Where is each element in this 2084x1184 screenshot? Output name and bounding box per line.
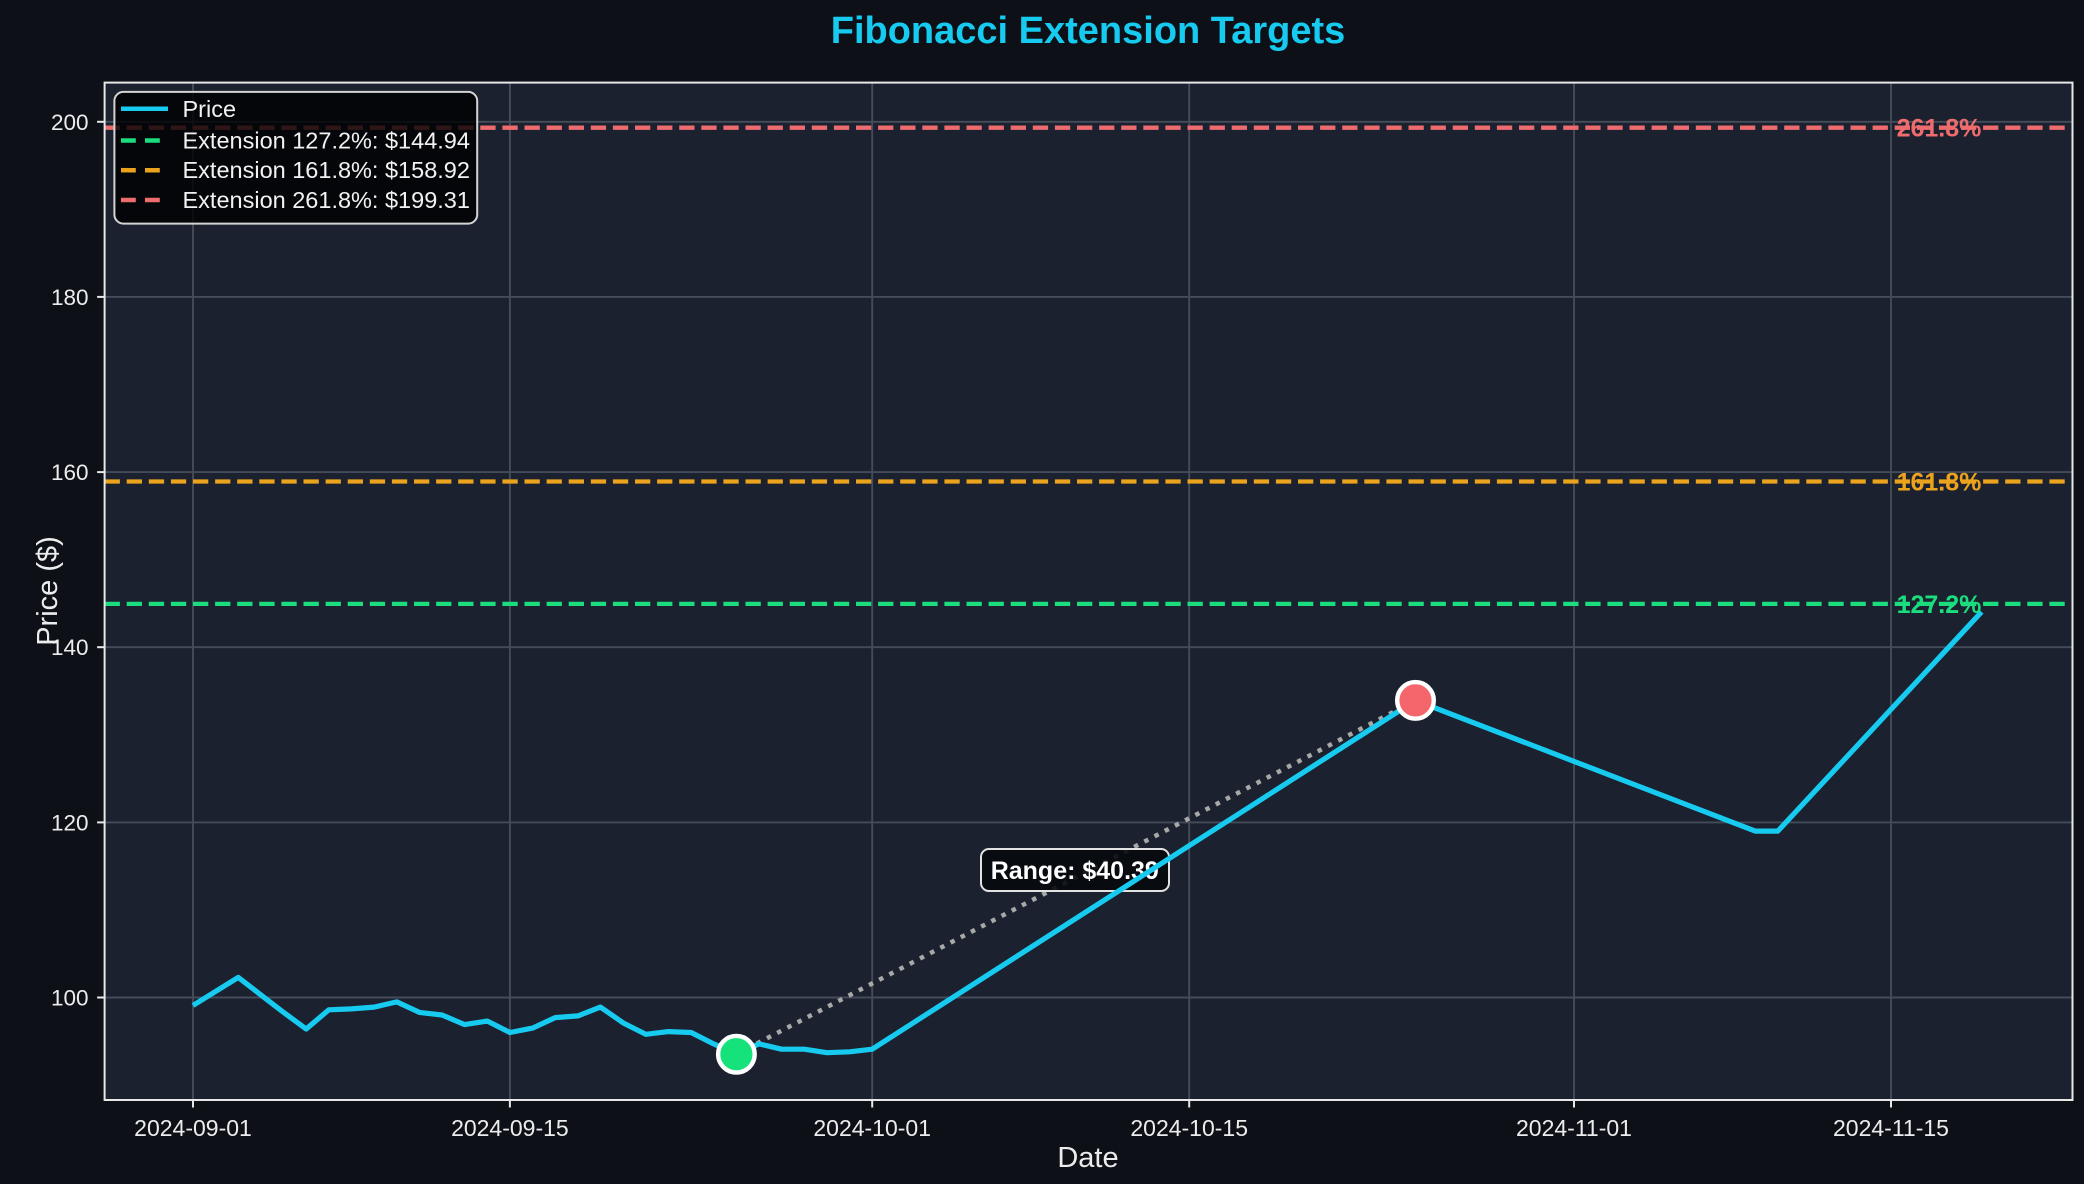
svg-text:2024-11-01: 2024-11-01 — [1516, 1115, 1632, 1141]
svg-text:2024-09-01: 2024-09-01 — [134, 1115, 252, 1141]
svg-text:Extension 127.2%: $144.94: Extension 127.2%: $144.94 — [183, 128, 470, 154]
svg-text:180: 180 — [51, 285, 89, 310]
svg-text:Date: Date — [1057, 1142, 1118, 1174]
svg-text:200: 200 — [51, 110, 89, 135]
svg-text:2024-10-01: 2024-10-01 — [813, 1115, 931, 1141]
svg-text:Price: Price — [183, 96, 237, 122]
svg-text:261.8%: 261.8% — [1897, 115, 1982, 143]
svg-text:2024-11-15: 2024-11-15 — [1833, 1115, 1949, 1141]
svg-text:161.8%: 161.8% — [1897, 469, 1982, 497]
svg-text:Price ($): Price ($) — [32, 536, 64, 646]
svg-text:160: 160 — [51, 460, 89, 485]
svg-text:2024-10-15: 2024-10-15 — [1130, 1115, 1248, 1141]
svg-text:127.2%: 127.2% — [1897, 591, 1982, 619]
svg-text:Fibonacci Extension Targets: Fibonacci Extension Targets — [831, 10, 1346, 52]
svg-text:2024-09-15: 2024-09-15 — [451, 1115, 569, 1141]
svg-text:Extension 261.8%: $199.31: Extension 261.8%: $199.31 — [183, 187, 470, 213]
svg-text:140: 140 — [51, 635, 89, 660]
svg-text:Extension 161.8%: $158.92: Extension 161.8%: $158.92 — [183, 157, 470, 183]
svg-text:100: 100 — [51, 986, 89, 1011]
svg-text:120: 120 — [51, 810, 89, 835]
